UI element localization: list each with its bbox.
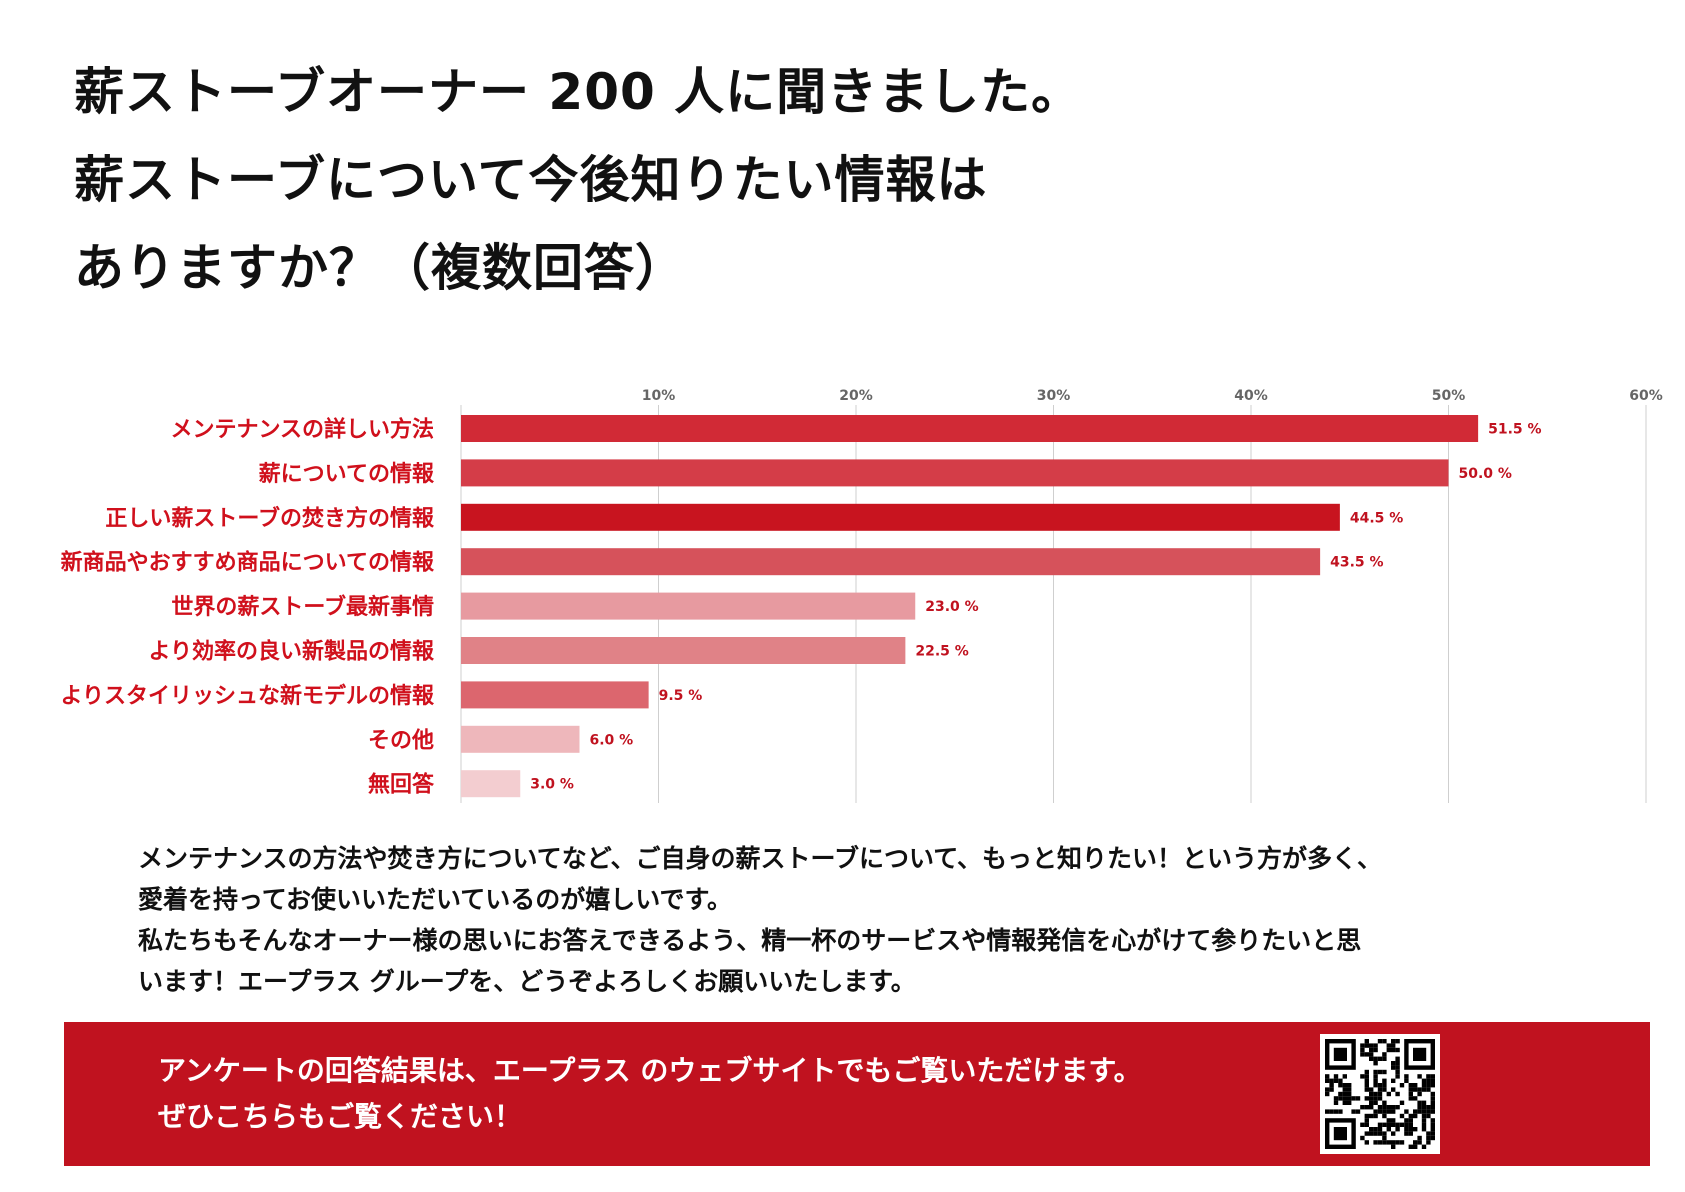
category-label: 無回答 — [368, 772, 435, 798]
bar-5 — [461, 637, 906, 664]
category-label: 世界の薪ストーブ最新事情 — [171, 594, 434, 620]
bar-4 — [461, 592, 916, 620]
bar-chart: 10% 20% 30% 40% 50% 60% メンテナンスの詳しい方法 51.5 % 薪につい… — [60, 388, 1663, 803]
value-label: 22.5 % — [915, 644, 968, 660]
x-tick-label: 10% — [642, 388, 676, 404]
bar-3 — [461, 548, 1321, 576]
summary-line-2: 愛着を持ってお使いいただいているのが嬉しいです。 — [138, 885, 733, 914]
value-label: 6.0 % — [590, 732, 634, 748]
summary-line-1: メンテナンスの方法や焚き方についてなど、ご自身の薪ストーブについて、もっと知りた… — [138, 844, 1383, 873]
value-label: 51.5 % — [1488, 422, 1541, 438]
x-tick-label: 40% — [1234, 388, 1268, 404]
bar-1 — [461, 459, 1449, 487]
value-label: 44.5 % — [1350, 510, 1403, 526]
category-label: より効率の良い新製品の情報 — [148, 639, 435, 665]
value-label: 43.5 % — [1330, 555, 1383, 571]
summary-line-4: います！エープラス グループを、どうぞよろしくお願いいたします。 — [138, 967, 916, 996]
category-label: 正しい薪ストーブの焚き方の情報 — [105, 505, 435, 531]
page-title: 薪ストーブオーナー 200 人に聞きました。 薪ストーブについて今後知りたい情報… — [74, 48, 1474, 312]
bar-8 — [461, 770, 521, 798]
x-tick-label: 60% — [1629, 388, 1663, 404]
category-label: 新商品やおすすめ商品についての情報 — [61, 550, 435, 576]
summary-line-3: 私たちもそんなオーナー様の思いにお答えできるよう、精一杯のサービスや情報発信を心… — [138, 926, 1362, 955]
summary-text: メンテナンスの方法や焚き方についてなど、ご自身の薪ストーブについて、もっと知りた… — [138, 838, 1618, 1002]
banner-text: アンケートの回答結果は、エープラス のウェブサイトでもご覧いただけます。 ぜひこ… — [158, 1048, 1142, 1140]
footer-banner: アンケートの回答結果は、エープラス のウェブサイトでもご覧いただけます。 ぜひこ… — [64, 1022, 1650, 1166]
title-line-1: 薪ストーブオーナー 200 人に聞きました。 — [74, 63, 1083, 121]
category-label: よりスタイリッシュな新モデルの情報 — [60, 683, 435, 709]
value-label: 3.0 % — [530, 777, 574, 793]
title-line-2: 薪ストーブについて今後知りたい情報は — [74, 151, 988, 209]
category-label: その他 — [368, 728, 434, 753]
banner-line-2: ぜひこちらもご覧ください！ — [158, 1100, 523, 1133]
title-line-3: ありますか？（複数回答） — [74, 239, 686, 297]
qr-code-graphic — [1325, 1039, 1435, 1149]
bar-0 — [461, 415, 1479, 442]
x-tick-label: 30% — [1037, 388, 1071, 404]
value-label: 9.5 % — [659, 688, 703, 704]
x-tick-label: 20% — [839, 388, 873, 404]
bar-2 — [461, 503, 1340, 531]
value-label: 23.0 % — [925, 599, 978, 615]
x-tick-label: 50% — [1432, 388, 1466, 404]
bar-7 — [461, 725, 580, 753]
value-label: 50.0 % — [1459, 466, 1512, 482]
qr-code-icon[interactable] — [1320, 1034, 1440, 1154]
category-label: 薪についての情報 — [259, 461, 435, 487]
banner-line-1: アンケートの回答結果は、エープラス のウェブサイトでもご覧いただけます。 — [158, 1054, 1142, 1087]
category-label: メンテナンスの詳しい方法 — [170, 417, 434, 443]
bar-6 — [461, 681, 649, 709]
